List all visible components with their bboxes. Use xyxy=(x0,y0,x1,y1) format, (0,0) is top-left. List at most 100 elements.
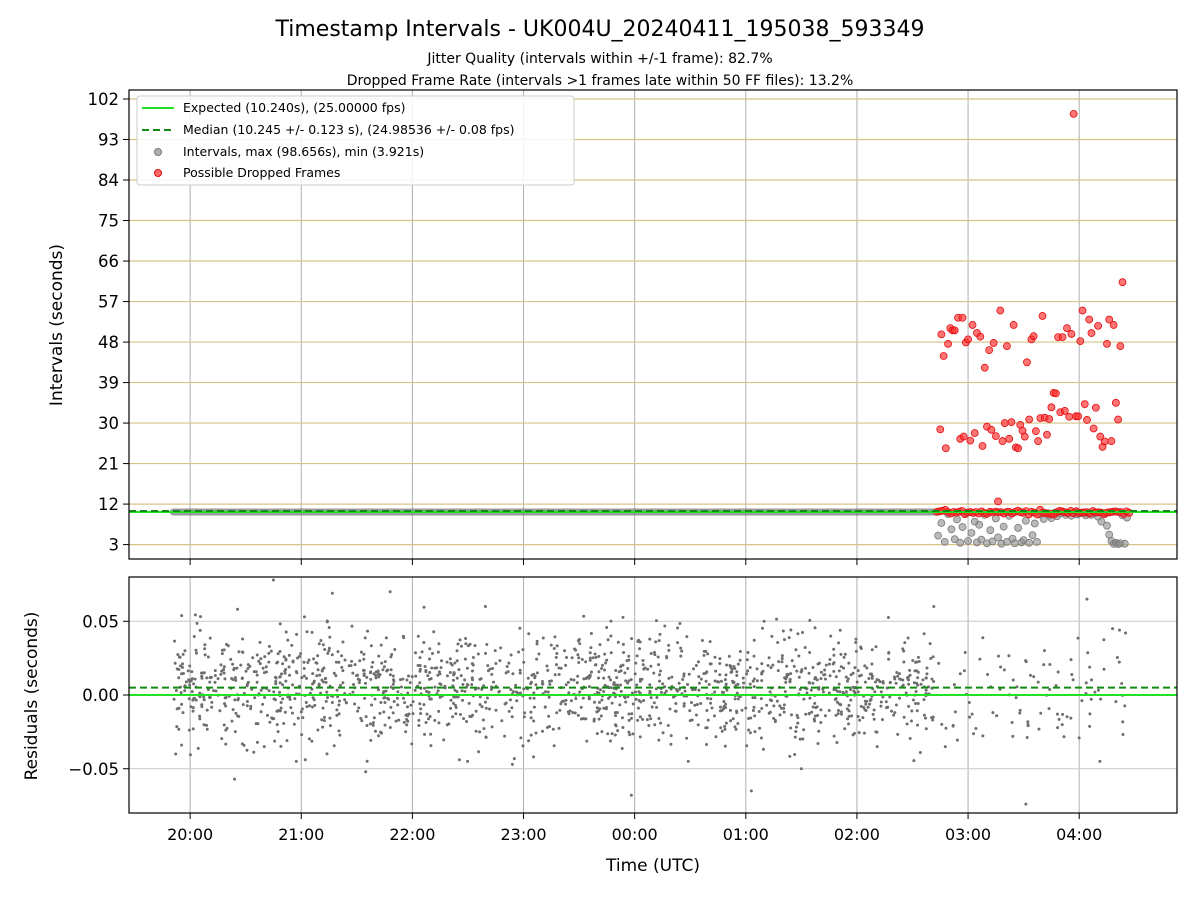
intervals-panel: 3 12 21 30 39 48 57 66 75 84 93 102 Intervals (seco… xyxy=(47,89,1178,565)
residual-point xyxy=(249,704,253,708)
residual-point xyxy=(555,644,559,648)
residual-point xyxy=(828,674,832,678)
dropped-frame-point xyxy=(1020,432,1029,441)
residual-point xyxy=(325,619,329,623)
residual-point xyxy=(797,654,801,658)
residual-point xyxy=(872,717,876,721)
residual-point xyxy=(602,690,606,694)
residual-point xyxy=(1088,724,1092,728)
x-tick-label: 03:00 xyxy=(945,825,991,844)
residual-point xyxy=(183,649,187,653)
residual-point xyxy=(428,671,432,675)
residual-point xyxy=(829,634,833,638)
residual-point xyxy=(231,708,235,712)
residual-point xyxy=(459,644,463,648)
residual-point xyxy=(575,681,579,685)
interval-point xyxy=(967,528,976,537)
intervals-y-tick-label: 21 xyxy=(98,455,119,474)
residual-point xyxy=(179,691,183,695)
residual-point xyxy=(482,684,486,688)
residual-point xyxy=(695,702,699,706)
dropped-frame-point xyxy=(1107,437,1116,445)
residual-point xyxy=(723,727,727,731)
residual-point xyxy=(627,712,631,716)
residual-point xyxy=(555,652,559,656)
residual-point xyxy=(510,762,514,766)
residual-point xyxy=(336,650,340,654)
residual-point xyxy=(669,734,673,738)
residual-point xyxy=(341,669,345,673)
residual-point xyxy=(682,704,686,708)
residual-point xyxy=(578,690,582,694)
x-tick-label: 23:00 xyxy=(500,825,546,844)
residual-point xyxy=(287,665,291,669)
residual-point xyxy=(943,745,947,749)
residual-point xyxy=(405,717,409,721)
interval-point xyxy=(1028,531,1037,540)
residual-point xyxy=(552,646,556,650)
residual-point xyxy=(890,709,894,713)
residual-point xyxy=(607,675,611,679)
dropped-frame-point xyxy=(1014,444,1022,453)
residual-point xyxy=(909,719,913,723)
dropped-frame-point xyxy=(1083,416,1091,424)
residual-point xyxy=(432,630,436,634)
residual-point xyxy=(363,636,367,640)
residual-point xyxy=(350,659,354,663)
chart-subtitle-1: Jitter Quality (intervals within +/-1 fr… xyxy=(426,51,772,67)
residual-point xyxy=(636,640,640,644)
residual-point xyxy=(175,667,179,671)
residual-point xyxy=(1069,716,1073,720)
residual-point xyxy=(924,727,928,731)
residual-point xyxy=(1007,654,1011,658)
residual-point xyxy=(872,708,876,712)
residual-point xyxy=(700,639,704,643)
residual-point xyxy=(579,717,583,721)
residual-point xyxy=(379,701,383,705)
residual-point xyxy=(630,712,634,716)
residual-point xyxy=(582,614,586,618)
residual-point xyxy=(267,644,271,648)
residual-point xyxy=(277,709,281,713)
residual-point xyxy=(417,718,421,722)
residual-point xyxy=(789,726,793,730)
residual-point xyxy=(638,691,642,695)
residual-point xyxy=(896,732,900,736)
residual-point xyxy=(808,650,812,654)
residual-point xyxy=(334,660,338,664)
residual-point xyxy=(437,709,441,713)
dropped-frame-point xyxy=(1114,415,1122,424)
residual-point xyxy=(573,711,577,715)
residual-point xyxy=(722,699,726,703)
residual-point xyxy=(627,654,631,658)
residual-point xyxy=(650,705,654,709)
residual-point xyxy=(1069,658,1073,662)
residual-point xyxy=(811,681,815,685)
residual-point xyxy=(439,682,443,686)
residual-point xyxy=(751,679,755,683)
residual-point xyxy=(546,668,550,672)
residual-point xyxy=(220,737,224,741)
residual-point xyxy=(515,699,519,703)
interval-point xyxy=(988,537,997,546)
residual-point xyxy=(654,619,658,623)
residual-point xyxy=(649,717,653,721)
residual-point xyxy=(391,674,395,678)
residual-point xyxy=(423,664,427,668)
residual-point xyxy=(801,737,805,741)
residual-point xyxy=(377,675,381,679)
residual-point xyxy=(532,719,536,723)
residual-point xyxy=(302,674,306,678)
residual-point xyxy=(584,660,588,664)
residual-point xyxy=(452,673,456,677)
residual-point xyxy=(213,680,217,684)
residual-point xyxy=(237,714,241,718)
residual-point xyxy=(503,734,507,738)
residual-point xyxy=(406,714,410,718)
residual-point xyxy=(1025,736,1029,740)
residual-point xyxy=(597,676,601,680)
residual-point xyxy=(202,698,206,702)
residual-point xyxy=(835,741,839,745)
residual-point xyxy=(1077,736,1081,740)
